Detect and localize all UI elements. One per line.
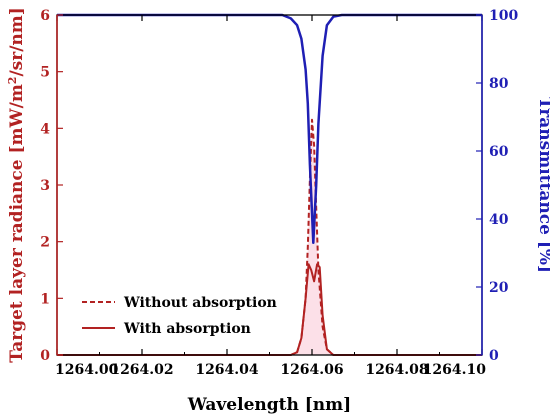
y-right-tick-label: 40 <box>489 212 509 228</box>
series-transmittance <box>57 13 482 245</box>
y-left-tick-label: 6 <box>40 8 50 24</box>
y-right-tick-label: 0 <box>489 348 499 364</box>
x-tick-label: 1264.06 <box>280 362 343 378</box>
series-layer <box>57 13 482 356</box>
y-left-tick-label: 0 <box>40 348 50 364</box>
legend-label-with-absorption: With absorption <box>123 321 251 337</box>
y-axis-left-title-tail: /sr/nm] <box>7 7 27 76</box>
y-left-tick-label: 5 <box>40 65 50 81</box>
y-axis-left-title-main: Target layer radiance [mW/m <box>7 84 27 363</box>
y-axis-left: 0 1 2 3 4 5 6 <box>40 8 63 364</box>
plot-shade-layer <box>57 119 482 355</box>
x-tick-label: 1264.08 <box>365 362 428 378</box>
series-with-absorption <box>57 263 482 356</box>
x-tick-label: 1264.10 <box>423 362 487 378</box>
x-tick-label: 1264.00 <box>55 362 119 378</box>
x-axis-title: Wavelength [nm] <box>187 395 351 415</box>
y-axis-right: 0 20 40 60 80 100 <box>476 8 518 364</box>
y-left-tick-label: 3 <box>40 178 50 194</box>
peak-shade <box>57 119 482 355</box>
y-right-tick-label: 80 <box>489 76 509 92</box>
y-left-tick-label: 2 <box>40 235 50 251</box>
y-left-tick-label: 4 <box>40 121 50 137</box>
y-right-tick-label: 20 <box>489 280 509 296</box>
x-tick-label: 1264.04 <box>195 362 259 378</box>
y-right-tick-label: 60 <box>489 144 509 160</box>
series-without-absorption <box>57 118 482 356</box>
legend: Without absorption With absorption <box>82 295 277 337</box>
y-axis-left-title-sup: 2 <box>6 77 19 85</box>
y-axis-left-title: Target layer radiance [mW/m2/sr/nm] <box>6 7 27 363</box>
x-tick-label: 1264.02 <box>110 362 173 378</box>
y-left-tick-label: 1 <box>40 291 50 307</box>
y-axis-right-title: Transmittance [%] <box>535 97 550 273</box>
y-right-tick-label: 100 <box>489 8 518 24</box>
legend-label-without-absorption: Without absorption <box>123 295 277 311</box>
